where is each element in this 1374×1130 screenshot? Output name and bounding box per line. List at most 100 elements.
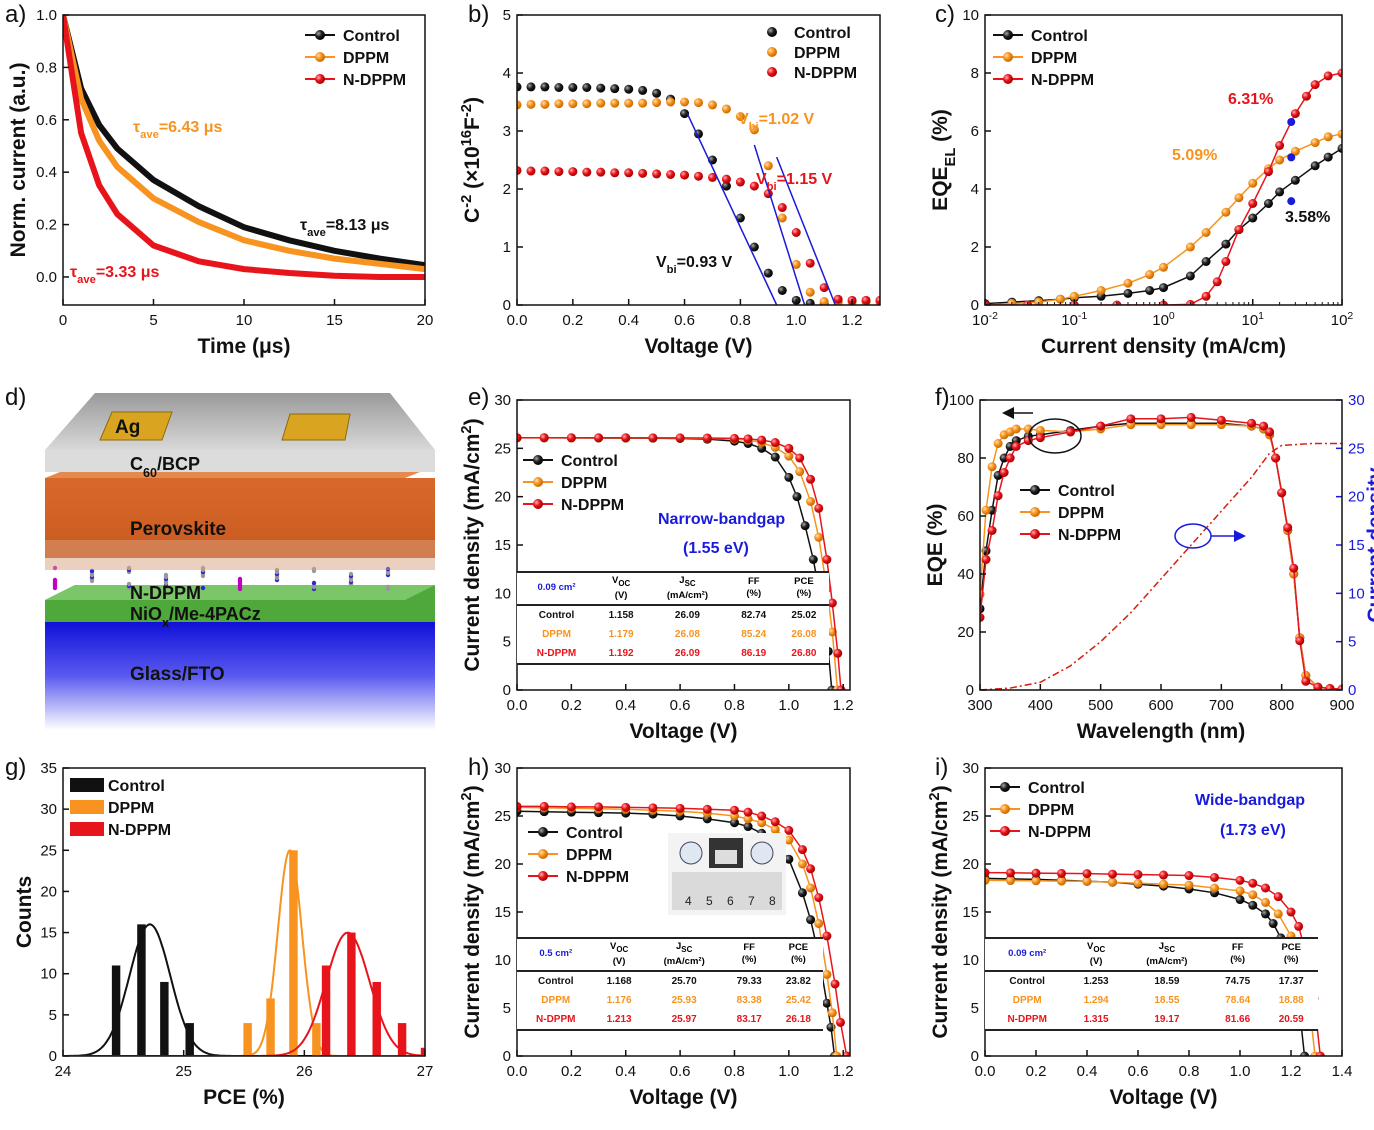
table-cell: 25.93 [671, 994, 697, 1006]
ag-pad-left [99, 411, 173, 441]
data-point-control [777, 286, 787, 295]
series-line-dppm [63, 15, 425, 273]
data-point-dppm [743, 814, 753, 824]
data-point-control [784, 472, 794, 482]
table-cell: 19.17 [1122, 1009, 1211, 1031]
y-tick-label: 20 [957, 624, 974, 641]
data-point-n-dppm [806, 864, 816, 874]
x-axis-label: Voltage (V) [644, 335, 752, 358]
bar-n-dppm [420, 1047, 425, 1056]
legend-label: N-DPPM [1028, 824, 1091, 841]
data-point-n-dppm [1108, 869, 1117, 879]
data-point-n-dppm [822, 555, 832, 564]
legend-label: N-DPPM [1031, 72, 1094, 89]
data-point-control [808, 555, 818, 564]
c60-bcp-layer [45, 450, 435, 472]
table-row-label: Control [537, 975, 574, 987]
data-point-control [797, 888, 807, 898]
y-tick-label: 15 [962, 904, 979, 921]
plot-area-f [980, 412, 1342, 690]
y2-tick-label: 20 [1348, 489, 1365, 506]
table-cell: 26.08 [674, 628, 700, 640]
data-point-n-dppm [1337, 684, 1342, 690]
data-point-n-dppm [861, 295, 871, 305]
data-point-n-dppm [1221, 257, 1231, 266]
y-tick-label: 0.8 [36, 59, 57, 76]
data-point-n-dppm [638, 168, 648, 178]
panel-label-f: f) [935, 384, 950, 411]
data-point-n-dppm [822, 931, 832, 941]
y-tick-label: 0.6 [36, 112, 57, 129]
table-cell: 85.24 [741, 628, 767, 640]
y-tick-label: 2 [503, 181, 511, 198]
data-point-dppm [1096, 286, 1106, 295]
legend-label: Control [1058, 483, 1115, 500]
x-tick-label: 0.4 [1077, 1063, 1098, 1080]
series-line-dppm [980, 423, 1342, 690]
data-point-dppm [721, 104, 731, 114]
data-point-n-dppm [1265, 427, 1275, 437]
x-tick-label: 0.2 [561, 697, 582, 714]
table-area-header: 0.09 cm² [517, 571, 597, 606]
table-column-header: FF (%) [728, 571, 779, 606]
data-point-dppm [540, 99, 550, 109]
layer-label-glass-fto: Glass/FTO [130, 664, 225, 685]
table-row: Control 1.253 18.59 74.75 17.37 [985, 971, 1318, 991]
data-point-n-dppm [806, 474, 816, 484]
data-point-control [540, 82, 550, 92]
table-column-header: VOC (V) [1069, 937, 1123, 972]
annotation: (1.55 eV) [683, 540, 749, 557]
y-tick-label: 5 [503, 7, 511, 24]
y-tick-label: 15 [494, 537, 511, 554]
table-cell: 83.17 [724, 1009, 774, 1031]
y-tick-label: 30 [494, 760, 511, 777]
y-tick-label: 15 [40, 925, 57, 942]
data-point-n-dppm [777, 203, 787, 213]
data-point-control [1275, 187, 1285, 197]
data-point-n-dppm [648, 803, 658, 813]
legend-marker [767, 47, 777, 57]
data-point-dppm [1273, 909, 1283, 919]
panel-h: h) 0.0 0.2 0.4 0.6 0.8 1.0 1.2 0 5 10 15 20 25 30 Volta… [459, 754, 854, 1109]
y-tick-label: 10 [494, 585, 511, 602]
x-tick-label: 400 [1028, 697, 1053, 714]
table-row-label: N-DPPM [517, 1009, 595, 1031]
series-line-n-dppm [517, 805, 848, 1056]
table-row: DPPM 1.179 26.08 85.24 26.08 [517, 625, 829, 644]
y-tick-label: 2 [971, 239, 979, 256]
x-tick-label: 0.8 [1179, 1063, 1200, 1080]
data-point-dppm [554, 99, 564, 109]
data-point-control [749, 242, 759, 252]
table-row: Control 1.158 26.09 82.74 25.02 [517, 605, 829, 625]
y2-tick-label: 25 [1348, 440, 1365, 457]
x-tick-label: 1.4 [1332, 1063, 1353, 1080]
data-point-dppm [1034, 297, 1044, 305]
data-point-control [1248, 900, 1258, 910]
table-row-label: N-DPPM [985, 1009, 1070, 1031]
data-point-dppm [981, 505, 991, 515]
x-tick-label: 0.8 [730, 312, 751, 329]
data-point-dppm [1006, 876, 1015, 886]
table-area-header: 0.09 cm² [985, 937, 1070, 972]
legend-marker [315, 30, 325, 40]
y-tick-label: 0 [503, 297, 511, 314]
data-point-control [582, 83, 592, 92]
data-point-dppm [1035, 425, 1045, 435]
y-tick-label: 80 [957, 450, 974, 467]
data-point-n-dppm [568, 167, 578, 177]
data-point-dppm [763, 161, 773, 171]
data-point-dppm [1210, 883, 1219, 893]
data-point-n-dppm [1006, 868, 1015, 878]
legend-marker [533, 477, 543, 487]
data-point-n-dppm [1259, 421, 1269, 431]
table-row: N-DPPM 1.315 19.17 81.66 20.59 [985, 1009, 1318, 1031]
bar-dppm [266, 998, 275, 1056]
panel-label-b: b) [468, 1, 489, 28]
data-point-n-dppm [1096, 421, 1106, 431]
panel-b: b) 0.0 0.2 0.4 0.6 0.8 1.0 1.2 0 1 2 3 4 5 Voltage (V)… [459, 1, 881, 358]
legend-marker [767, 67, 777, 77]
data-point-dppm [638, 98, 648, 108]
y-tick-label: 1 [503, 239, 511, 256]
data-point-n-dppm [1275, 141, 1285, 150]
